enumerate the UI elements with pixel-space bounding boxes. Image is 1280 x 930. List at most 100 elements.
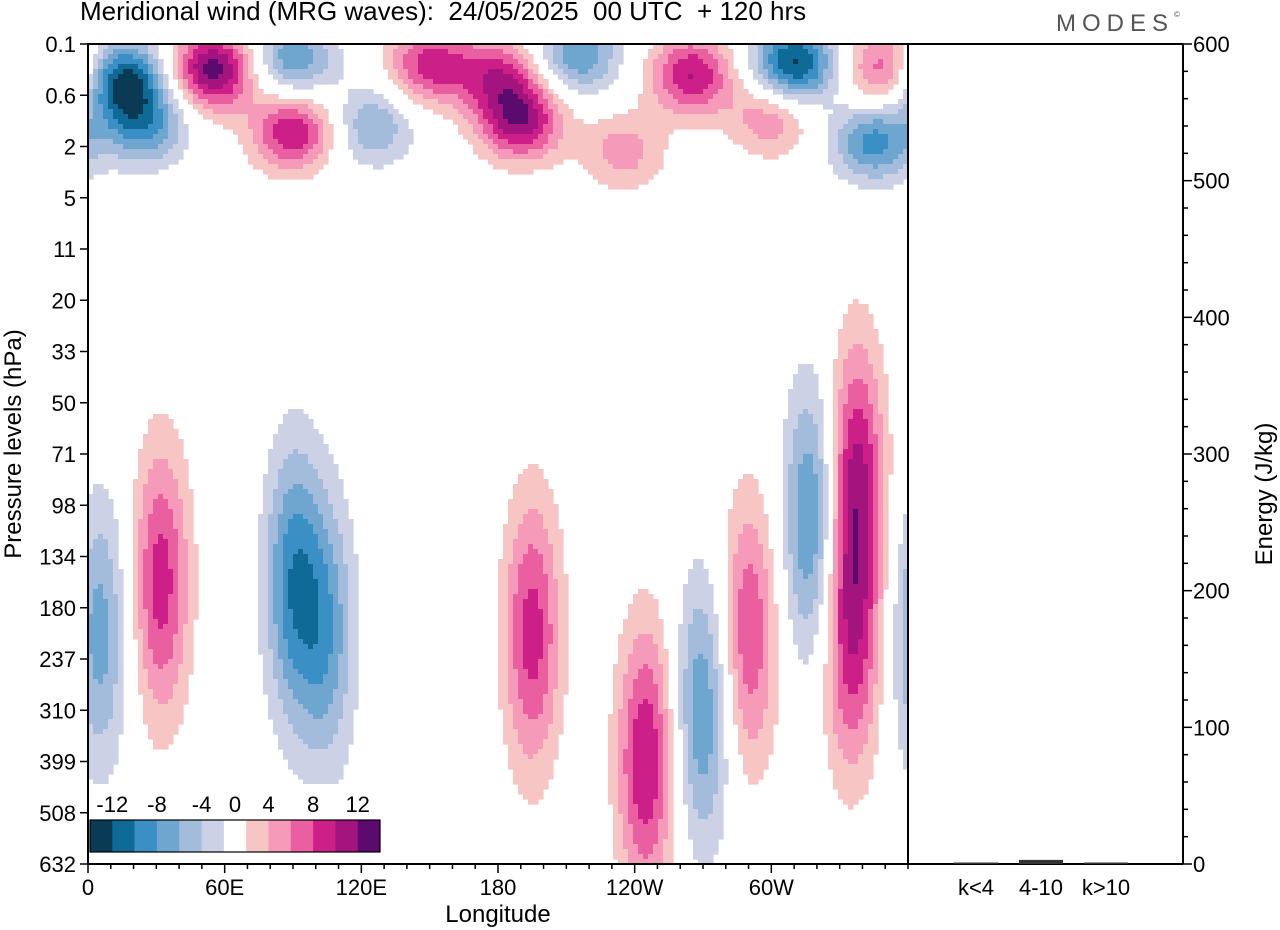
heatmap-cell <box>763 139 769 145</box>
heatmap-cell <box>243 89 249 95</box>
heatmap-cell <box>258 94 264 100</box>
heatmap-cell <box>518 169 524 175</box>
heatmap-cell <box>303 84 309 90</box>
heatmap-cell <box>803 509 809 515</box>
heatmap-cell <box>388 114 394 120</box>
heatmap-cell <box>133 64 139 70</box>
heatmap-cell <box>463 124 469 130</box>
heatmap-cell <box>128 104 134 110</box>
heatmap-cell <box>488 139 494 145</box>
heatmap-cell <box>413 74 419 80</box>
heatmap-cell <box>258 99 264 105</box>
heatmap-cell <box>788 114 794 120</box>
heatmap-cell <box>463 54 469 60</box>
heatmap-cell <box>568 59 574 65</box>
heatmap-cell <box>868 154 874 160</box>
heatmap-cell <box>863 384 869 390</box>
heatmap-cell <box>668 89 674 95</box>
heatmap-cell <box>538 499 544 505</box>
heatmap-cell <box>93 94 99 100</box>
heatmap-cell <box>523 129 529 135</box>
heatmap-cell <box>863 139 869 145</box>
heatmap-cell <box>868 539 874 545</box>
heatmap-cell <box>663 64 669 70</box>
heatmap-cell <box>543 99 549 105</box>
heatmap-cell <box>138 119 144 125</box>
heatmap-cell <box>178 474 184 480</box>
heatmap-cell <box>533 144 539 150</box>
heatmap-cell <box>308 454 314 460</box>
heatmap-cell <box>143 49 149 55</box>
heatmap-cell <box>513 154 519 160</box>
heatmap-cell <box>823 504 829 510</box>
heatmap-cell <box>883 144 889 150</box>
heatmap-cell <box>623 184 629 190</box>
heatmap-cell <box>658 104 664 110</box>
heatmap-cell <box>843 514 849 520</box>
heatmap-cell <box>273 509 279 515</box>
heatmap-cell <box>658 159 664 165</box>
heatmap-cell <box>878 369 884 375</box>
heatmap-cell <box>158 539 164 545</box>
heatmap-cell <box>828 119 834 125</box>
heatmap-cell <box>558 549 564 555</box>
heatmap-cell <box>903 99 908 105</box>
heatmap-cell <box>543 539 549 545</box>
heatmap-cell <box>308 114 314 120</box>
heatmap-cell <box>208 44 214 50</box>
heatmap-cell <box>668 59 674 65</box>
heatmap-cell <box>738 544 744 550</box>
heatmap-cell <box>858 509 864 515</box>
heatmap-cell <box>498 109 504 115</box>
heatmap-cell <box>393 139 399 145</box>
heatmap-cell <box>798 404 804 410</box>
heatmap-cell <box>873 404 879 410</box>
heatmap-cell <box>548 94 554 100</box>
heatmap-cell <box>838 159 844 165</box>
heatmap-cell <box>328 534 334 540</box>
heatmap-cell <box>288 514 294 520</box>
heatmap-cell <box>368 154 374 160</box>
heatmap-cell <box>263 549 269 555</box>
heatmap-cell <box>338 499 344 505</box>
heatmap-cell <box>818 94 824 100</box>
heatmap-cell <box>868 399 874 405</box>
heatmap-cell <box>358 114 364 120</box>
heatmap-cell <box>153 439 159 445</box>
heatmap-cell <box>733 79 739 85</box>
heatmap-cell <box>88 104 94 110</box>
heatmap-cell <box>838 409 844 415</box>
heatmap-cell <box>153 94 159 100</box>
heatmap-cell <box>408 59 414 65</box>
heatmap-cell <box>778 59 784 65</box>
heatmap-cell <box>148 94 154 100</box>
heatmap-cell <box>628 164 634 170</box>
heatmap-cell <box>313 484 319 490</box>
heatmap-cell <box>518 84 524 90</box>
heatmap-cell <box>613 164 619 170</box>
heatmap-cell <box>523 94 529 100</box>
heatmap-cell <box>718 84 724 90</box>
heatmap-cell <box>498 79 504 85</box>
heatmap-cell <box>753 99 759 105</box>
heatmap-cell <box>228 59 234 65</box>
heatmap-cell <box>763 64 769 70</box>
heatmap-cell <box>503 524 509 530</box>
heatmap-cell <box>768 139 774 145</box>
heatmap-cell <box>783 474 789 480</box>
heatmap-cell <box>183 129 189 135</box>
heatmap-cell <box>858 504 864 510</box>
heatmap-cell <box>328 514 334 520</box>
heatmap-cell <box>763 74 769 80</box>
heatmap-cell <box>98 514 104 520</box>
heatmap-cell <box>773 84 779 90</box>
heatmap-cell <box>238 74 244 80</box>
heatmap-cell <box>288 474 294 480</box>
heatmap-cell <box>843 384 849 390</box>
heatmap-cell <box>238 139 244 145</box>
heatmap-cell <box>103 499 109 505</box>
heatmap-cell <box>443 114 449 120</box>
heatmap-cell <box>88 174 94 180</box>
heatmap-cell <box>863 109 869 115</box>
heatmap-cell <box>838 329 844 335</box>
